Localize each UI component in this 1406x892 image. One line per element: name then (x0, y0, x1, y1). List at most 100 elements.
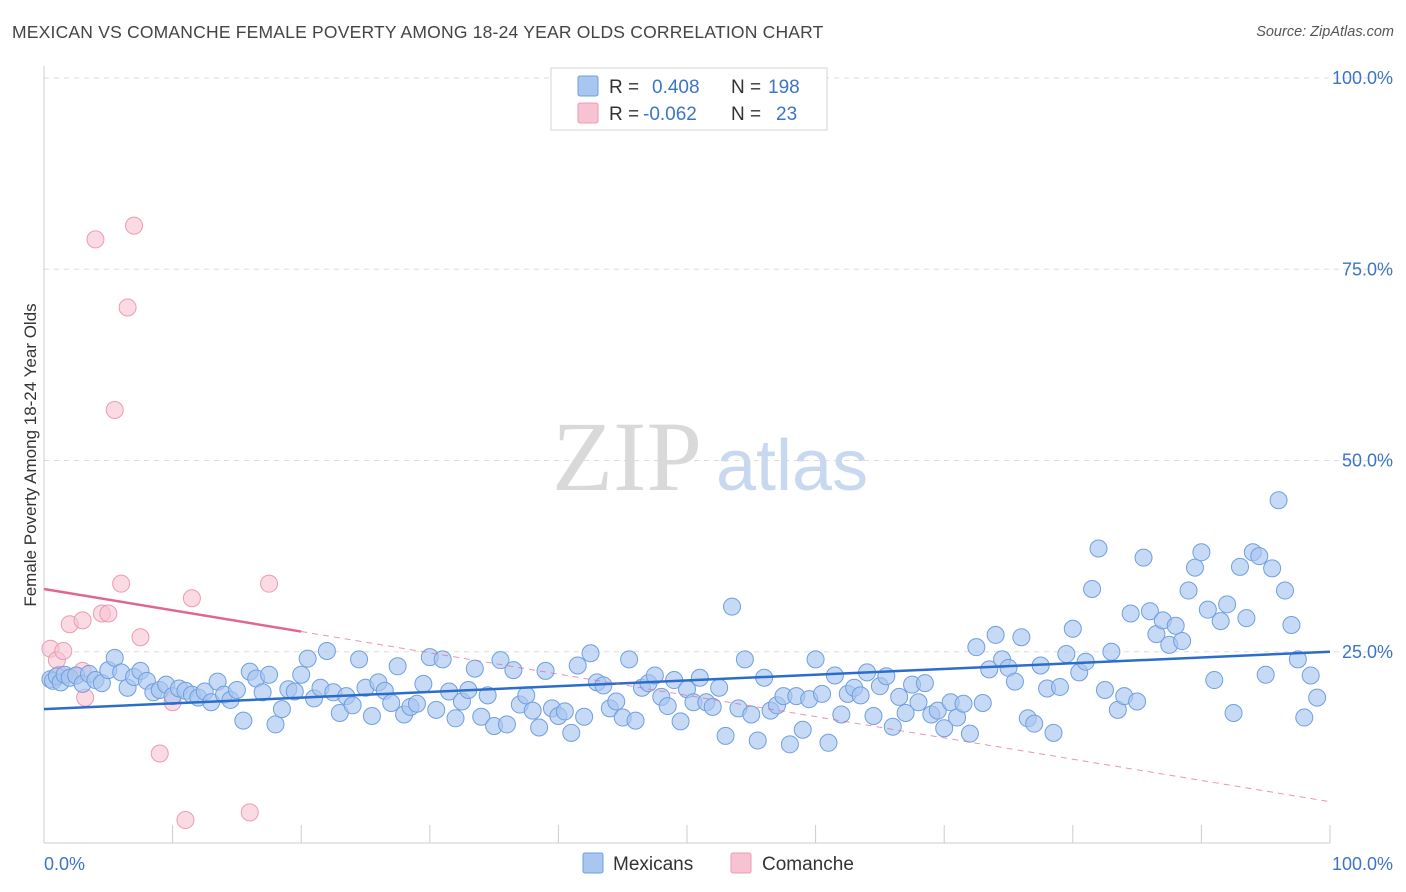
mexicans-point (1263, 559, 1282, 578)
axes (43, 66, 1331, 844)
watermark-atlas: atlas (716, 426, 868, 506)
mexicans-point (960, 724, 979, 743)
comanche-point (240, 803, 259, 822)
legend-swatch-comanche (577, 102, 599, 124)
mexicans-point (491, 651, 510, 670)
comanche-points (41, 216, 279, 830)
bottom-legend-swatch-comanche (730, 852, 752, 874)
mexicans-point (851, 686, 870, 705)
watermark: ZIP atlas (552, 401, 868, 512)
mexicans-point (723, 597, 742, 616)
comanche-point (131, 628, 150, 647)
mexicans-point (253, 683, 272, 702)
mexicans-point (716, 726, 735, 745)
mexicans-point (607, 692, 626, 711)
y-tick-label: 75.0% (1342, 259, 1393, 279)
mexicans-point (285, 682, 304, 701)
mexicans-point (1205, 671, 1224, 690)
y-tick-label: 100.0% (1332, 68, 1393, 88)
y-tick-label: 25.0% (1342, 642, 1393, 662)
comanche-point (112, 574, 131, 593)
mexicans-point (568, 656, 587, 675)
mexicans-point (1295, 708, 1314, 727)
watermark-zip: ZIP (552, 401, 702, 512)
mexicans-point (1050, 677, 1069, 696)
mexicans-point (1102, 642, 1121, 661)
mexicans-point (555, 702, 574, 721)
mexicans-point (1140, 602, 1159, 621)
mexicans-point (780, 735, 799, 754)
comanche-point (86, 230, 105, 249)
mexicans-point (896, 703, 915, 722)
legend-r-label-2: R = (609, 104, 639, 125)
mexicans-point (1005, 672, 1024, 691)
mexicans-point (819, 733, 838, 752)
legend-r-value-2: -0.062 (643, 104, 697, 125)
mexicans-point (806, 650, 825, 669)
mexicans-point (703, 697, 722, 716)
legend-n-label-2: N = (731, 104, 761, 125)
comanche-point (99, 604, 118, 623)
mexicans-point (272, 700, 291, 719)
mexicans-point (1308, 688, 1327, 707)
mexicans-point (317, 641, 336, 660)
mexicans-point (1057, 645, 1076, 664)
mexicans-point (1256, 665, 1275, 684)
mexicans-point (1301, 666, 1320, 685)
comanche-point (260, 574, 279, 593)
legend: R = 0.408 N = 198 R = -0.062 N = 23 (550, 67, 828, 131)
mexicans-point (1269, 491, 1288, 510)
mexicans-point (825, 666, 844, 685)
mexicans-point (1224, 703, 1243, 722)
legend-r-label-1: R = (609, 77, 639, 98)
legend-n-label-1: N = (731, 77, 761, 98)
mexicans-point (973, 694, 992, 713)
y-axis-title: Female Poverty Among 18-24 Year Olds (21, 303, 40, 606)
legend-swatch-mexicans (577, 75, 599, 97)
mexicans-point (562, 723, 581, 742)
tick-labels: 25.0% 50.0% 75.0% 100.0% 0.0% 100.0% (44, 68, 1393, 874)
mexicans-point (1275, 581, 1294, 600)
mexicans-point (504, 661, 523, 680)
mexicans-point (523, 701, 542, 720)
mexicans-point (1282, 615, 1301, 634)
mexicans-trend-line (43, 650, 1331, 711)
mexicans-point (1179, 581, 1198, 600)
mexicans-point (645, 666, 664, 685)
x-tick-label-end: 100.0% (1332, 854, 1393, 874)
mexicans-point (928, 701, 947, 720)
bottom-legend-mexicans: Mexicans (613, 854, 693, 875)
mexicans-point (517, 686, 536, 705)
legend-n-value-2: 23 (776, 104, 797, 125)
comanche-point (73, 611, 92, 630)
comanche-trend-line (43, 587, 302, 633)
mexicans-point (1230, 557, 1249, 576)
bottom-legend-swatch-mexicans (582, 852, 604, 874)
mexicans-point (298, 649, 317, 668)
mexicans-point (626, 711, 645, 730)
mexicans-point (1121, 604, 1140, 623)
mexicans-point (260, 665, 279, 684)
mexicans-point (1095, 681, 1114, 699)
mexicans-point (478, 686, 497, 705)
comanche-point (182, 589, 201, 608)
mexicans-point (1218, 595, 1237, 614)
mexicans-point (1192, 543, 1211, 562)
mexicans-point (1128, 692, 1147, 711)
mexicans-point (1288, 650, 1307, 669)
mexicans-point (909, 693, 928, 712)
mexicans-point (1044, 723, 1063, 742)
mexicans-point (530, 718, 549, 737)
mexicans-point (433, 650, 452, 669)
legend-r-value-1: 0.408 (652, 77, 700, 98)
bottom-legend-comanche: Comanche (762, 854, 854, 875)
bottom-legend: Mexicans Comanche (582, 852, 854, 875)
mexicans-point (446, 709, 465, 728)
mexicans-point (1063, 619, 1082, 638)
mexicans-points (41, 491, 1327, 754)
chart-title: MEXICAN VS COMANCHE FEMALE POVERTY AMONG… (12, 22, 824, 42)
comanche-point (176, 811, 195, 830)
mexicans-point (292, 665, 311, 684)
mexicans-point (234, 711, 253, 730)
